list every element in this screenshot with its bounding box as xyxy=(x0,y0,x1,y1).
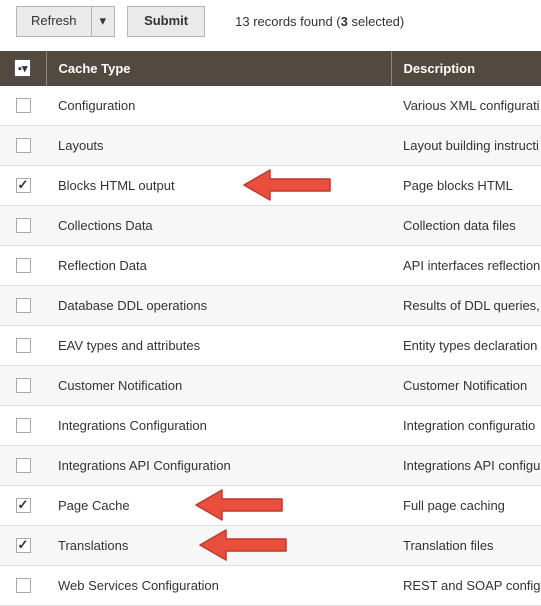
cache-type-cell: Web Services Configuration xyxy=(46,565,391,605)
row-checkbox[interactable] xyxy=(16,338,31,353)
description-cell: Customer Notification xyxy=(391,365,541,405)
table-row: Layouts Layout building instructi xyxy=(0,125,541,165)
cache-type-cell: Blocks HTML output xyxy=(46,165,391,205)
row-checkbox[interactable] xyxy=(16,378,31,393)
table-row: Web Services Configuration REST and SOAP … xyxy=(0,565,541,605)
refresh-button[interactable]: Refresh xyxy=(16,6,91,37)
column-header-description[interactable]: Description xyxy=(391,51,541,86)
cache-type-cell: Configuration xyxy=(46,86,391,126)
table-row: Integrations Configuration Integration co… xyxy=(0,405,541,445)
cache-type-cell: Translations xyxy=(46,525,391,565)
cache-type-cell: Integrations API Configuration xyxy=(46,445,391,485)
row-checkbox[interactable] xyxy=(16,578,31,593)
description-cell: Full page caching xyxy=(391,485,541,525)
row-checkbox[interactable] xyxy=(16,218,31,233)
description-cell: Translation files xyxy=(391,525,541,565)
table-row: Integrations API Configuration Integratio… xyxy=(0,445,541,485)
cache-table: ▪▾ Cache Type Description Configuration V… xyxy=(0,51,541,606)
cache-type-label: Database DDL operations xyxy=(58,298,207,313)
description-cell: Various XML configurati xyxy=(391,86,541,126)
row-checkbox[interactable] xyxy=(16,98,31,113)
row-checkbox[interactable] xyxy=(16,178,31,193)
cache-type-label: EAV types and attributes xyxy=(58,338,200,353)
cache-type-label: Collections Data xyxy=(58,218,153,233)
row-checkbox[interactable] xyxy=(16,138,31,153)
description-cell: Collection data files xyxy=(391,205,541,245)
cache-type-label: Configuration xyxy=(58,98,135,113)
description-cell: Page blocks HTML xyxy=(391,165,541,205)
table-row: Customer Notification Customer Notificati… xyxy=(0,365,541,405)
row-checkbox[interactable] xyxy=(16,538,31,553)
refresh-dropdown-toggle[interactable]: ▾ xyxy=(91,6,116,37)
table-row: Database DDL operations Results of DDL qu… xyxy=(0,285,541,325)
description-cell: Results of DDL queries, s xyxy=(391,285,541,325)
cache-type-cell: EAV types and attributes xyxy=(46,325,391,365)
description-cell: Entity types declaration xyxy=(391,325,541,365)
table-row: Configuration Various XML configurati xyxy=(0,86,541,126)
row-checkbox[interactable] xyxy=(16,418,31,433)
cache-type-label: Page Cache xyxy=(58,498,130,513)
description-cell: Integrations API configu xyxy=(391,445,541,485)
row-checkbox[interactable] xyxy=(16,498,31,513)
cache-type-label: Reflection Data xyxy=(58,258,147,273)
row-checkbox[interactable] xyxy=(16,298,31,313)
cache-type-label: Layouts xyxy=(58,138,104,153)
cache-type-label: Blocks HTML output xyxy=(58,178,175,193)
chevron-down-icon: ▾ xyxy=(100,13,107,28)
highlight-arrow-icon xyxy=(242,168,332,202)
description-cell: API interfaces reflection xyxy=(391,245,541,285)
row-checkbox[interactable] xyxy=(16,258,31,273)
highlight-arrow-icon xyxy=(194,488,284,522)
cache-type-cell: Customer Notification xyxy=(46,365,391,405)
cache-type-cell: Collections Data xyxy=(46,205,391,245)
row-checkbox[interactable] xyxy=(16,458,31,473)
table-row: Translations Translation files xyxy=(0,525,541,565)
description-cell: Layout building instructi xyxy=(391,125,541,165)
cache-type-label: Integrations Configuration xyxy=(58,418,207,433)
chevron-down-icon: ▾ xyxy=(22,63,28,75)
cache-type-cell: Reflection Data xyxy=(46,245,391,285)
cache-type-label: Translations xyxy=(58,538,128,553)
submit-button[interactable]: Submit xyxy=(127,6,205,37)
column-header-cache-type[interactable]: Cache Type xyxy=(46,51,391,86)
table-row: Page Cache Full page caching xyxy=(0,485,541,525)
description-cell: REST and SOAP configur xyxy=(391,565,541,605)
table-row: Reflection Data API interfaces reflection xyxy=(0,245,541,285)
table-row: Blocks HTML output Page blocks HTML xyxy=(0,165,541,205)
cache-type-label: Web Services Configuration xyxy=(58,578,219,593)
cache-type-cell: Database DDL operations xyxy=(46,285,391,325)
table-row: Collections Data Collection data files xyxy=(0,205,541,245)
cache-type-cell: Page Cache xyxy=(46,485,391,525)
records-found-label: 13 records found (3 selected) xyxy=(235,14,404,29)
cache-type-label: Integrations API Configuration xyxy=(58,458,231,473)
cache-type-cell: Layouts xyxy=(46,125,391,165)
table-row: EAV types and attributes Entity types dec… xyxy=(0,325,541,365)
highlight-arrow-icon xyxy=(198,528,288,562)
cache-type-cell: Integrations Configuration xyxy=(46,405,391,445)
description-cell: Integration configuratio xyxy=(391,405,541,445)
select-all-toggle[interactable]: ▪▾ xyxy=(14,59,31,77)
cache-type-label: Customer Notification xyxy=(58,378,182,393)
